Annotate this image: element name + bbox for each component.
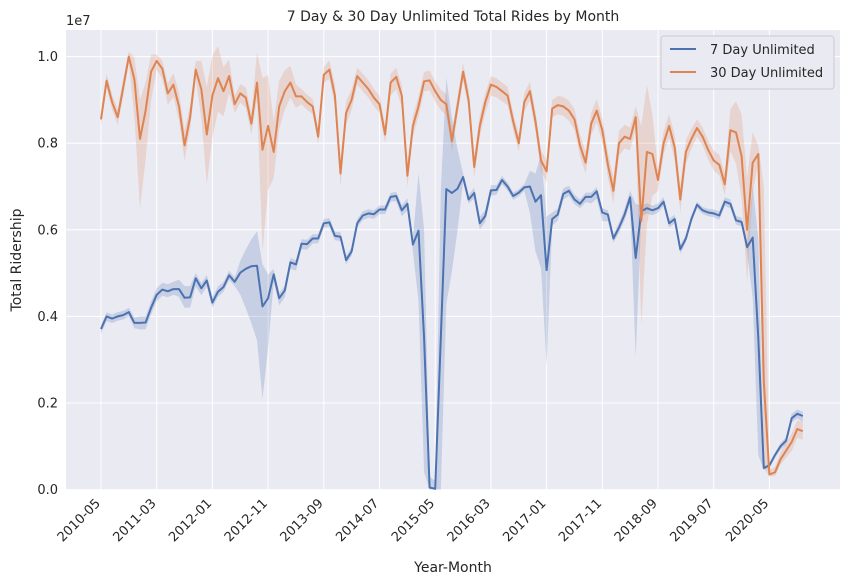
series-lines: [100, 55, 804, 490]
x-tick-label: 2012-11: [222, 496, 271, 545]
y-tick-label: 0.6: [37, 223, 58, 238]
legend-box: [660, 35, 835, 90]
x-axis-label: Year-Month: [413, 560, 492, 576]
y-tick-label: 0.0: [37, 483, 58, 498]
legend-label-30-day: 30 Day Unlimited: [710, 66, 823, 81]
x-tick-label: 2016-03: [445, 496, 494, 545]
x-tick-label: 2017-01: [500, 496, 549, 545]
x-tick-label: 2012-01: [166, 496, 215, 545]
x-tick-labels: 2010-05 2011-03 2012-01 2012-11 2013-09 2014-…: [55, 496, 772, 545]
chart-title: 7 Day & 30 Day Unlimited Total Rides by …: [287, 9, 620, 25]
y-tick-label: 0.8: [37, 137, 58, 152]
legend: 7 Day Unlimited 30 Day Unlimited: [660, 35, 835, 90]
x-tick-label: 2013-09: [278, 496, 327, 545]
y-tick-labels: 0.0 0.2 0.4 0.6 0.8 1.0: [37, 50, 58, 498]
x-tick-label: 2017-11: [556, 496, 605, 545]
x-tick-label: 2014-07: [333, 496, 382, 545]
plot-background: [66, 30, 840, 490]
y-offset-label: 1e7: [66, 14, 91, 29]
y-tick-label: 0.2: [37, 397, 58, 412]
confidence-band-7-day: [101, 77, 803, 490]
series-line-30-day: [100, 55, 804, 476]
x-tick-label: 2015-05: [389, 496, 438, 545]
legend-label-7-day: 7 Day Unlimited: [710, 43, 815, 58]
x-tick-label: 2018-09: [612, 496, 661, 545]
x-tick-label: 2011-03: [111, 496, 160, 545]
y-tick-label: 1.0: [37, 50, 58, 65]
y-axis-label: Total Ridership: [9, 208, 25, 312]
x-tick-label: 2010-05: [55, 496, 104, 545]
x-tick-label: 2019-07: [668, 496, 717, 545]
y-tick-label: 0.4: [37, 310, 58, 325]
x-tick-label: 2020-05: [723, 496, 772, 545]
series-line-7-day: [100, 176, 804, 490]
